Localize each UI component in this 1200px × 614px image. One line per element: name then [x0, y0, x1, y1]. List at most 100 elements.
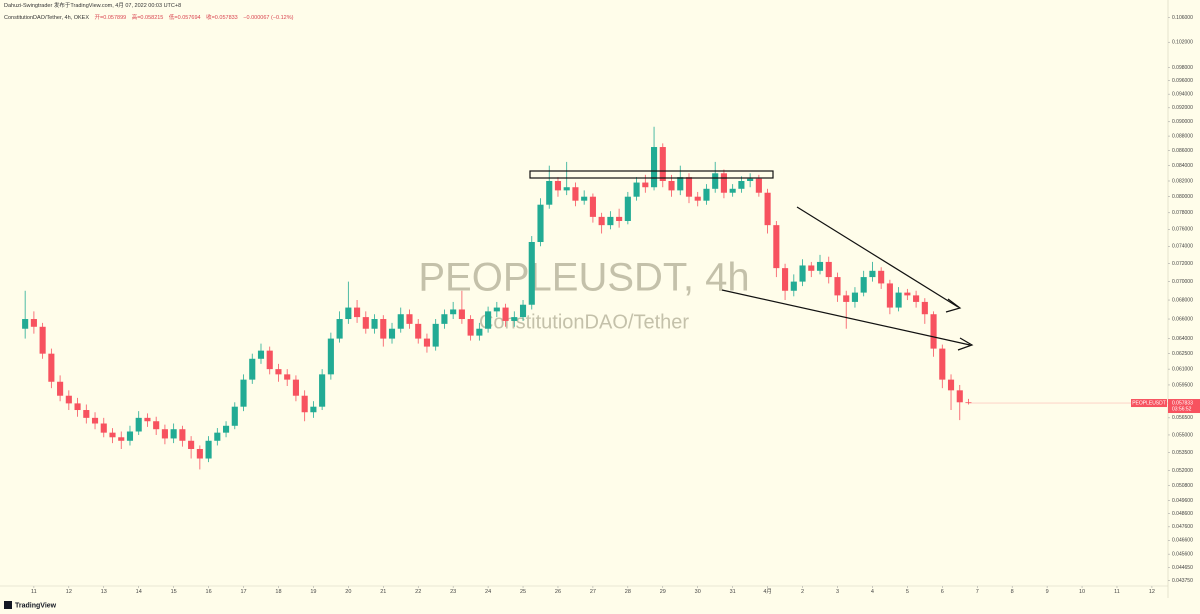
y-tick-label: 0.072000	[1172, 261, 1193, 267]
x-tick-label: 15	[171, 589, 177, 595]
candle-body	[747, 178, 754, 181]
candle-body	[598, 216, 605, 226]
candle-body	[904, 292, 911, 296]
candle-body	[511, 317, 518, 321]
candle-body	[703, 188, 710, 201]
candle-body	[415, 323, 422, 339]
candle-body	[135, 417, 142, 432]
candle-body	[397, 314, 404, 329]
x-tick-label: 28	[625, 589, 631, 595]
candle-body	[502, 307, 509, 321]
candle-body	[22, 319, 29, 329]
candle-body	[677, 177, 684, 191]
candle-body	[738, 180, 745, 189]
candle-body	[782, 268, 789, 291]
candle-body	[572, 187, 579, 201]
trend-line	[721, 289, 971, 346]
price-tag-label: 0.057833	[1172, 400, 1193, 406]
candle-body	[118, 437, 125, 441]
candle-body	[947, 379, 955, 391]
candle-body	[755, 178, 762, 193]
candle-body	[336, 319, 343, 339]
candles	[22, 126, 972, 470]
y-tick-label: 0.080000	[1172, 194, 1193, 200]
watermark-symbol: PEOPLEUSDT, 4h	[418, 256, 749, 300]
y-tick-label: 0.062500	[1172, 351, 1193, 357]
candle-body	[659, 147, 666, 181]
publisher: Dahuzi-Swingtrader 发布于TradingView.com, 4…	[4, 3, 182, 9]
candle-body	[39, 326, 46, 354]
candle-body	[581, 196, 588, 201]
candle-body	[161, 429, 168, 439]
candle-body	[249, 358, 256, 380]
candle-body	[458, 309, 465, 320]
brand-logo: TradingView	[4, 601, 57, 609]
candle-body	[799, 265, 806, 282]
candle-body	[485, 311, 492, 329]
candle-body	[965, 402, 972, 404]
logo-icon	[4, 601, 12, 609]
drawings	[529, 170, 974, 351]
y-tick-label: 0.064000	[1172, 336, 1193, 342]
symbol-tag-label: PEOPLEUSDT	[1132, 401, 1166, 407]
y-tick-label: 0.090000	[1172, 119, 1193, 125]
arrow-head	[945, 298, 962, 313]
candle-body	[109, 432, 116, 438]
candle-body	[275, 369, 282, 375]
candle-body	[493, 307, 500, 312]
x-tick-label: 5	[906, 589, 909, 595]
candle-body	[616, 216, 623, 222]
candle-body	[554, 180, 562, 191]
x-tick-label: 7	[976, 589, 979, 595]
x-tick-label: 11	[1114, 589, 1120, 595]
candle-body	[939, 348, 946, 380]
candle-body	[100, 423, 107, 433]
x-tick-label: 17	[240, 589, 246, 595]
y-tick-label: 0.055000	[1172, 432, 1193, 438]
y-tick-label: 0.092000	[1172, 105, 1193, 111]
y-tick-label: 0.043750	[1172, 578, 1193, 584]
candle-body	[188, 440, 195, 449]
price-tag	[1168, 399, 1200, 414]
x-tick-label: 21	[380, 589, 386, 595]
candle-body	[257, 350, 265, 359]
candle-body	[537, 204, 544, 242]
x-tick-label: 14	[136, 589, 142, 595]
candle-body	[476, 328, 483, 336]
candle-body	[694, 196, 701, 201]
candle-body	[825, 261, 832, 278]
x-tick-label: 29	[660, 589, 666, 595]
x-tick-label: 24	[485, 589, 491, 595]
candle-body	[126, 431, 134, 441]
y-tick-label: 0.094000	[1172, 91, 1193, 97]
candle-body	[371, 319, 378, 329]
candle-body	[650, 147, 658, 188]
candle-body	[266, 350, 273, 370]
candle-body	[851, 292, 859, 302]
y-tick-label: 0.048600	[1172, 511, 1193, 517]
candle-body	[319, 374, 326, 407]
candle-body	[878, 270, 885, 284]
arrow-head	[957, 337, 974, 351]
candle-body	[764, 192, 771, 226]
candle-body	[144, 417, 151, 422]
candle-body	[834, 277, 841, 296]
candle-body	[179, 429, 186, 441]
candle-body	[30, 319, 37, 327]
candle-body	[624, 196, 631, 222]
x-tick-label: 4月	[763, 588, 772, 595]
ohlc-low: 低=0.057694	[168, 15, 201, 21]
candle-body	[869, 270, 876, 278]
candle-body	[729, 188, 736, 193]
y-tick-label: 0.047600	[1172, 524, 1193, 530]
candle-body	[423, 338, 431, 347]
y-tick-label: 0.070000	[1172, 279, 1193, 285]
x-tick-label: 23	[450, 589, 456, 595]
x-tick-label: 18	[275, 589, 281, 595]
candle-body	[668, 180, 675, 191]
x-tick-label: 31	[730, 589, 736, 595]
brand: TradingView	[15, 602, 57, 609]
y-tick-label: 0.102000	[1172, 40, 1193, 46]
